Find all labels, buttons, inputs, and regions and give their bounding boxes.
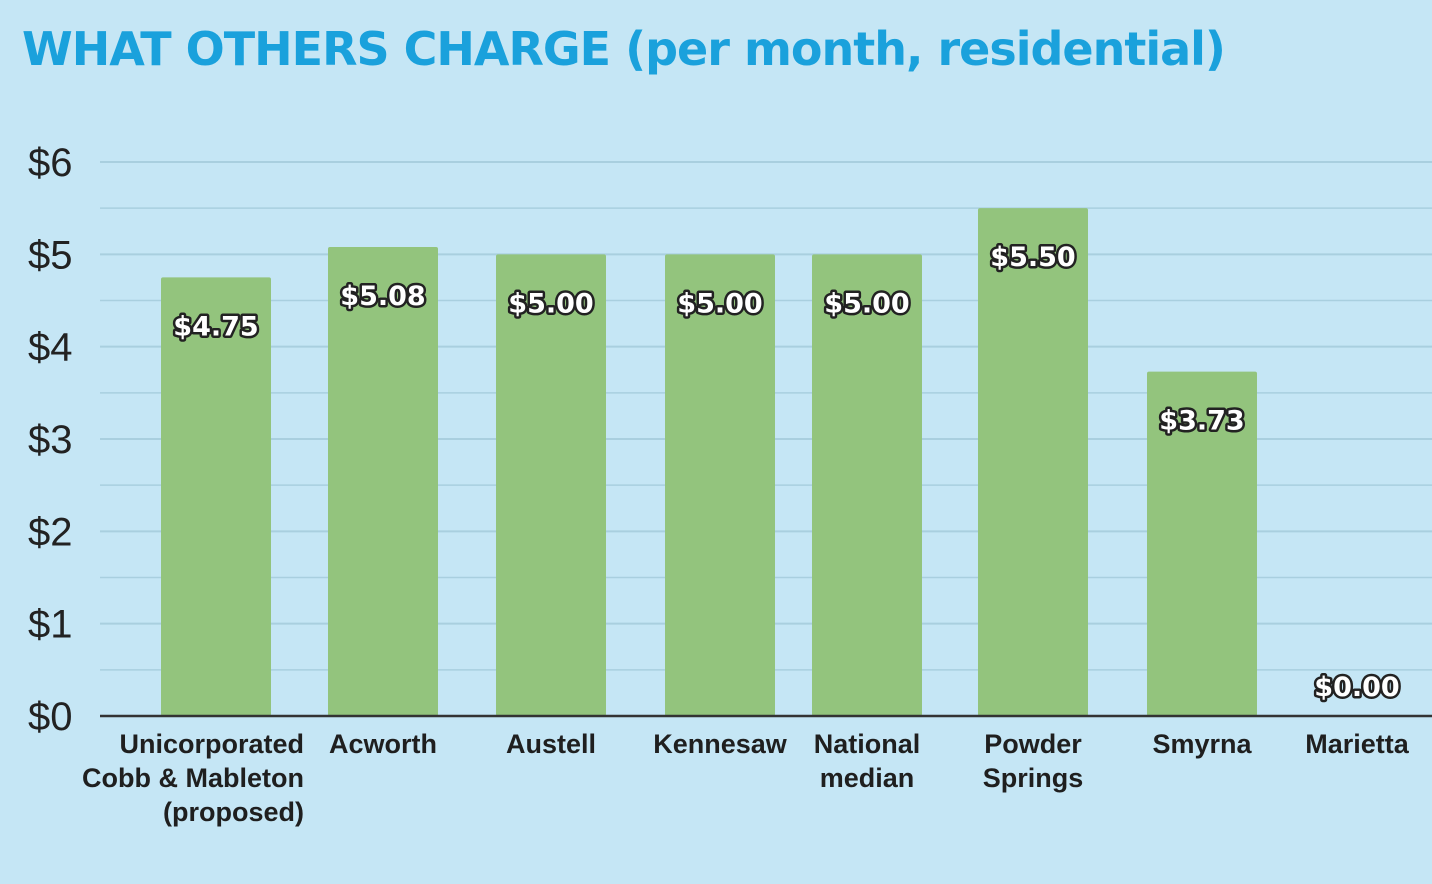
x-category-label-line: Marietta	[1305, 729, 1410, 759]
x-category-label: Unicorporated Cobb & Mableton (proposed)	[82, 729, 304, 827]
x-category-label-line: Unicorporated	[119, 729, 304, 759]
x-category-label-line: Powder	[984, 729, 1082, 759]
x-category-label-line: Acworth	[329, 729, 437, 759]
x-category-label: Powder Springs	[983, 729, 1084, 793]
data-label: $5.00	[508, 288, 593, 319]
bar	[496, 254, 606, 717]
bar	[1147, 371, 1257, 716]
data-label: $5.00	[824, 288, 909, 319]
bar	[161, 277, 271, 716]
x-category-label-line: median	[820, 763, 915, 793]
x-category-label: Smyrna	[1152, 729, 1252, 759]
bar	[978, 208, 1088, 716]
x-category-label: Acworth	[329, 729, 437, 759]
x-category-label-line: (proposed)	[163, 797, 304, 827]
x-category-label-line: National	[814, 729, 921, 759]
bar	[812, 254, 922, 717]
x-category-label: Kennesaw	[653, 729, 788, 759]
x-category-label-line: Austell	[506, 729, 596, 759]
bar	[328, 246, 438, 717]
x-category-label: National median	[814, 729, 921, 793]
y-tick-label: $0	[28, 695, 73, 739]
data-label: $3.73	[1159, 406, 1244, 437]
data-label: $0.00	[1314, 672, 1399, 703]
data-label: $4.75	[173, 311, 258, 342]
x-category-label-line: Kennesaw	[653, 729, 788, 759]
x-category-label: Marietta	[1305, 729, 1410, 759]
bar	[665, 254, 775, 717]
y-tick-label: $4	[28, 326, 73, 370]
x-category-label-line: Cobb & Mableton	[82, 763, 304, 793]
x-category-label-line: Springs	[983, 763, 1084, 793]
y-tick-label: $2	[28, 510, 73, 554]
data-label: $5.50	[990, 242, 1075, 273]
data-label: $5.00	[677, 288, 762, 319]
y-tick-label: $5	[28, 233, 73, 277]
y-tick-label: $3	[28, 418, 73, 462]
x-category-label: Austell	[506, 729, 596, 759]
y-tick-label: $6	[28, 141, 73, 185]
chart-title: WHAT OTHERS CHARGE (per month, residenti…	[22, 22, 1226, 76]
y-tick-label: $1	[28, 603, 73, 647]
data-label: $5.08	[340, 281, 425, 312]
x-category-label-line: Smyrna	[1152, 729, 1252, 759]
